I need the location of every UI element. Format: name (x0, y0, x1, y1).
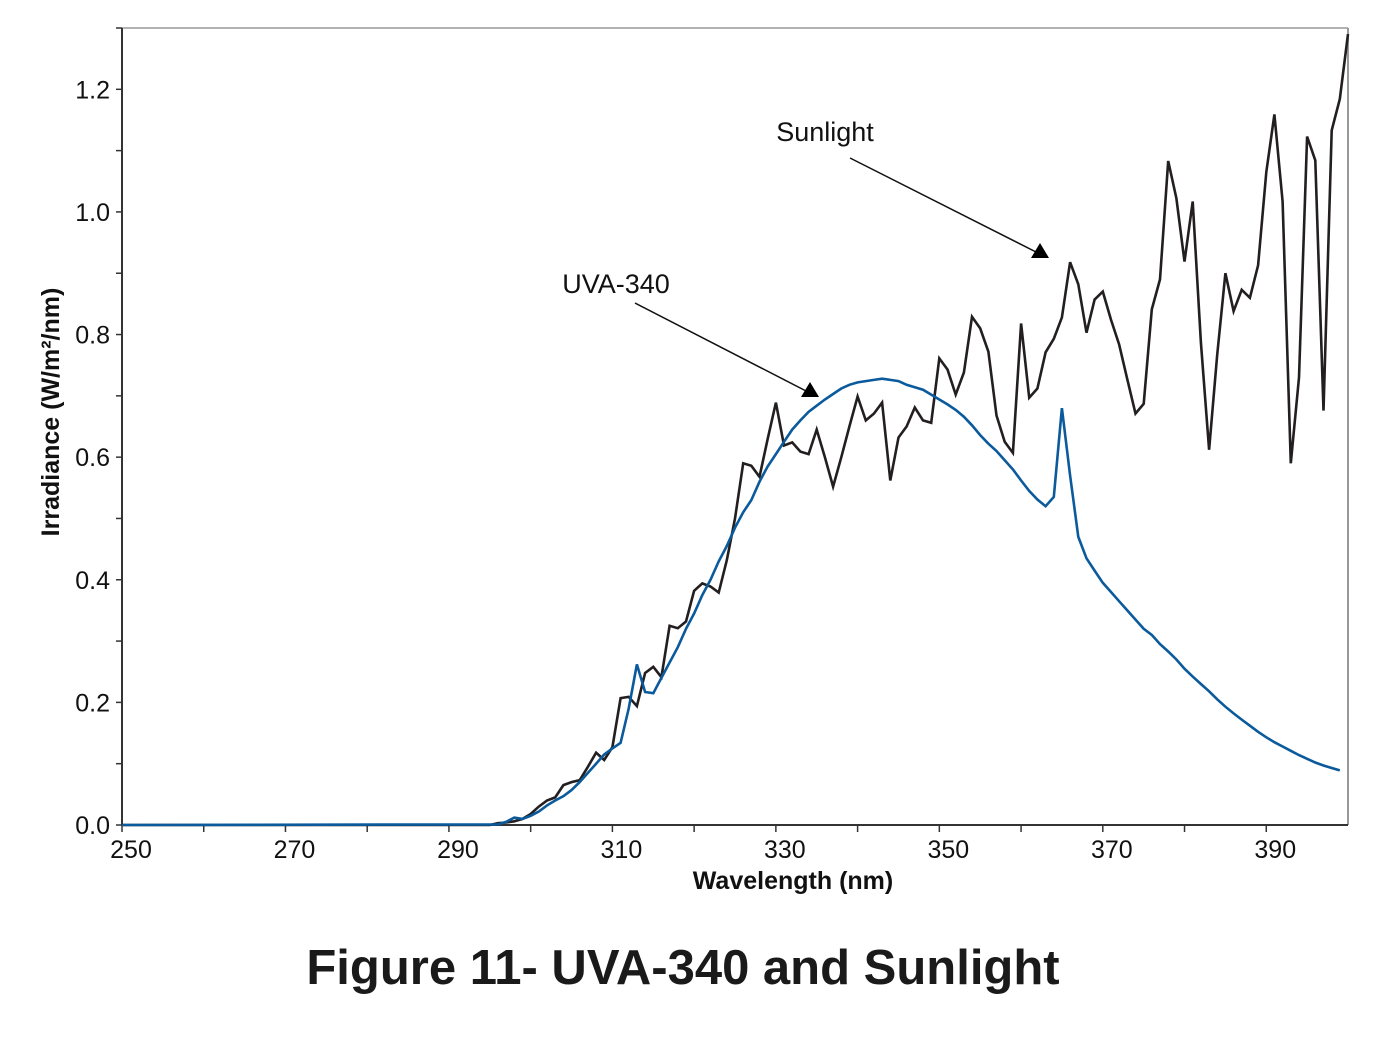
series-lines (121, 33, 1350, 827)
y-tick-label: 0.0 (75, 812, 110, 840)
x-tick-label: 370 (1091, 836, 1133, 864)
y-axis-label: Irradiance (W/m²/nm) (37, 288, 65, 537)
arrowhead-icon (1031, 243, 1049, 258)
x-tick-label: 290 (437, 836, 479, 864)
annotations: Sunlight UVA-340 (562, 117, 1049, 397)
y-tick-label: 0.6 (75, 444, 110, 472)
x-axis-label: Wavelength (nm) (693, 867, 893, 895)
x-tick-label: 310 (601, 836, 643, 864)
series-line-uva-340 (121, 377, 1341, 827)
x-tick-label: 330 (764, 836, 806, 864)
x-tick-label: 390 (1254, 836, 1296, 864)
y-tick-label: 0.8 (75, 322, 110, 350)
x-tick-label: 270 (274, 836, 316, 864)
y-tick-label: 0.4 (75, 567, 110, 595)
series-line-sunlight (122, 33, 1350, 827)
annotation-label-sunlight: Sunlight (776, 117, 874, 147)
y-axis-ticks: 0.0 0.2 0.4 0.6 0.8 1.0 1.2 (75, 27, 122, 840)
annotation-arrow-line (634, 302, 809, 393)
x-tick-label: 250 (110, 836, 152, 864)
annotation-arrow-line (849, 157, 1039, 254)
plot-frame (121, 27, 1349, 826)
annotation-label-uva-340: UVA-340 (562, 269, 670, 299)
arrowhead-icon (801, 382, 819, 397)
x-axis-ticks: 250 270 290 310 330 350 370 390 (110, 825, 1296, 864)
figure-title: Figure 11- UVA-340 and Sunlight (306, 941, 1059, 995)
y-tick-label: 0.2 (75, 689, 110, 717)
x-tick-label: 350 (927, 836, 969, 864)
y-tick-label: 1.2 (75, 76, 110, 104)
y-tick-label: 1.0 (75, 199, 110, 227)
